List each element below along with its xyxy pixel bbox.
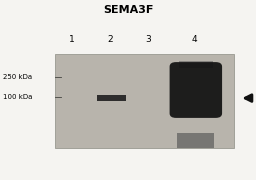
Text: SEMA3F: SEMA3F [103,5,153,15]
Text: 2: 2 [107,35,113,44]
FancyBboxPatch shape [177,133,215,148]
Text: 250 kDa: 250 kDa [3,73,32,80]
Text: 1: 1 [69,35,74,44]
Text: 4: 4 [192,35,197,44]
FancyBboxPatch shape [179,61,213,68]
FancyBboxPatch shape [55,54,234,148]
Text: 100 kDa: 100 kDa [3,94,32,100]
FancyBboxPatch shape [169,62,222,118]
Text: 3: 3 [146,35,151,44]
FancyBboxPatch shape [97,95,126,101]
